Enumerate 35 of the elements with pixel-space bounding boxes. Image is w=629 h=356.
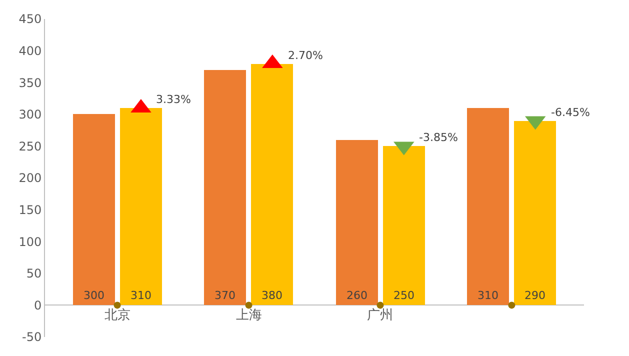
bar xyxy=(120,108,162,305)
data-label: 300 xyxy=(84,289,104,302)
annotation: 2.70% xyxy=(288,49,323,62)
y-tick-label: 250 xyxy=(18,139,42,154)
y-tick-label: 150 xyxy=(18,203,42,217)
y-tick-label: 350 xyxy=(18,76,42,90)
x-tick-label: 广州 xyxy=(367,308,394,324)
y-tick-label: -50 xyxy=(22,330,42,344)
y-tick-label: 200 xyxy=(18,171,42,186)
bar xyxy=(467,108,509,305)
x-tick-label: 北京 xyxy=(104,308,130,324)
annotation: 3.33% xyxy=(156,93,191,106)
point xyxy=(508,302,516,309)
annotation: -3.85% xyxy=(419,131,458,144)
y-tick-label: 450 xyxy=(18,12,42,26)
data-label: 380 xyxy=(262,289,282,302)
y-tick-label: 0 xyxy=(34,298,42,312)
data-label: 250 xyxy=(394,289,414,302)
data-label: 290 xyxy=(524,289,546,302)
data-label: 260 xyxy=(346,289,368,302)
y-tick-label: 50 xyxy=(26,266,42,281)
bar xyxy=(204,70,246,305)
x-tick-label: 上海 xyxy=(236,308,262,324)
y-tick-label: 100 xyxy=(18,234,42,249)
bar xyxy=(514,121,556,305)
bar xyxy=(336,140,378,305)
bar xyxy=(383,146,425,305)
bar xyxy=(251,64,293,305)
data-label: 370 xyxy=(214,289,236,302)
y-tick-label: 400 xyxy=(18,44,42,58)
data-label: 310 xyxy=(130,289,152,302)
y-tick-label: 300 xyxy=(18,108,42,122)
annotation: -6.45% xyxy=(551,106,590,119)
bar xyxy=(73,114,115,305)
data-label: 310 xyxy=(478,289,498,302)
